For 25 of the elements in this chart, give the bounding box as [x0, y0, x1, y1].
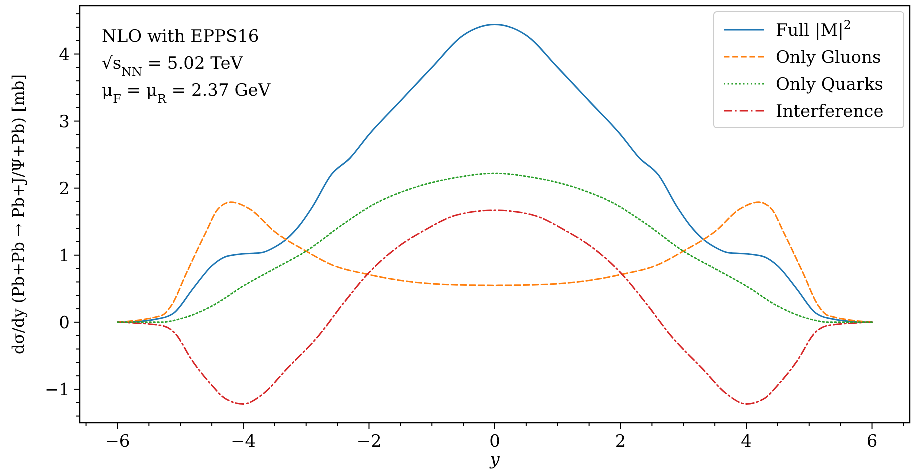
y-tick-label: 0 — [59, 313, 70, 334]
y-tick-label: 3 — [59, 112, 70, 132]
legend-label: Only Quarks — [776, 75, 884, 95]
annotation: NLO with EPPS16 — [102, 27, 260, 47]
legend-label: Interference — [776, 102, 884, 122]
x-tick-label: −6 — [105, 432, 130, 452]
annotation: √s$_{NN}$ = 5.02 TeV — [102, 54, 244, 79]
y-axis-title: dσ/dy (Pb+Pb → Pb+J/Ψ+Pb) [mb] — [9, 74, 28, 355]
x-tick-label: 2 — [615, 432, 626, 452]
legend-label: Full |M|$^{2}$ — [776, 18, 852, 41]
x-tick-label: −4 — [230, 432, 256, 452]
y-tick-label: 2 — [59, 179, 70, 200]
line-series — [116, 172, 874, 324]
x-tick-label: 6 — [866, 432, 878, 452]
x-tick-label: 0 — [490, 432, 500, 452]
legend-label: Only Gluons — [776, 48, 882, 68]
y-tick-label: 1 — [59, 246, 70, 266]
line-series — [116, 202, 874, 324]
x-tick-label: −2 — [356, 432, 382, 452]
line-series — [116, 210, 874, 405]
y-tick-label: 4 — [59, 45, 70, 66]
y-tick-label: −1 — [44, 380, 70, 400]
annotation: μ$_{F}$ = μ$_{R}$ = 2.37 GeV — [102, 81, 272, 106]
x-tick-label: 4 — [741, 432, 752, 452]
x-axis-title: y — [489, 450, 500, 470]
